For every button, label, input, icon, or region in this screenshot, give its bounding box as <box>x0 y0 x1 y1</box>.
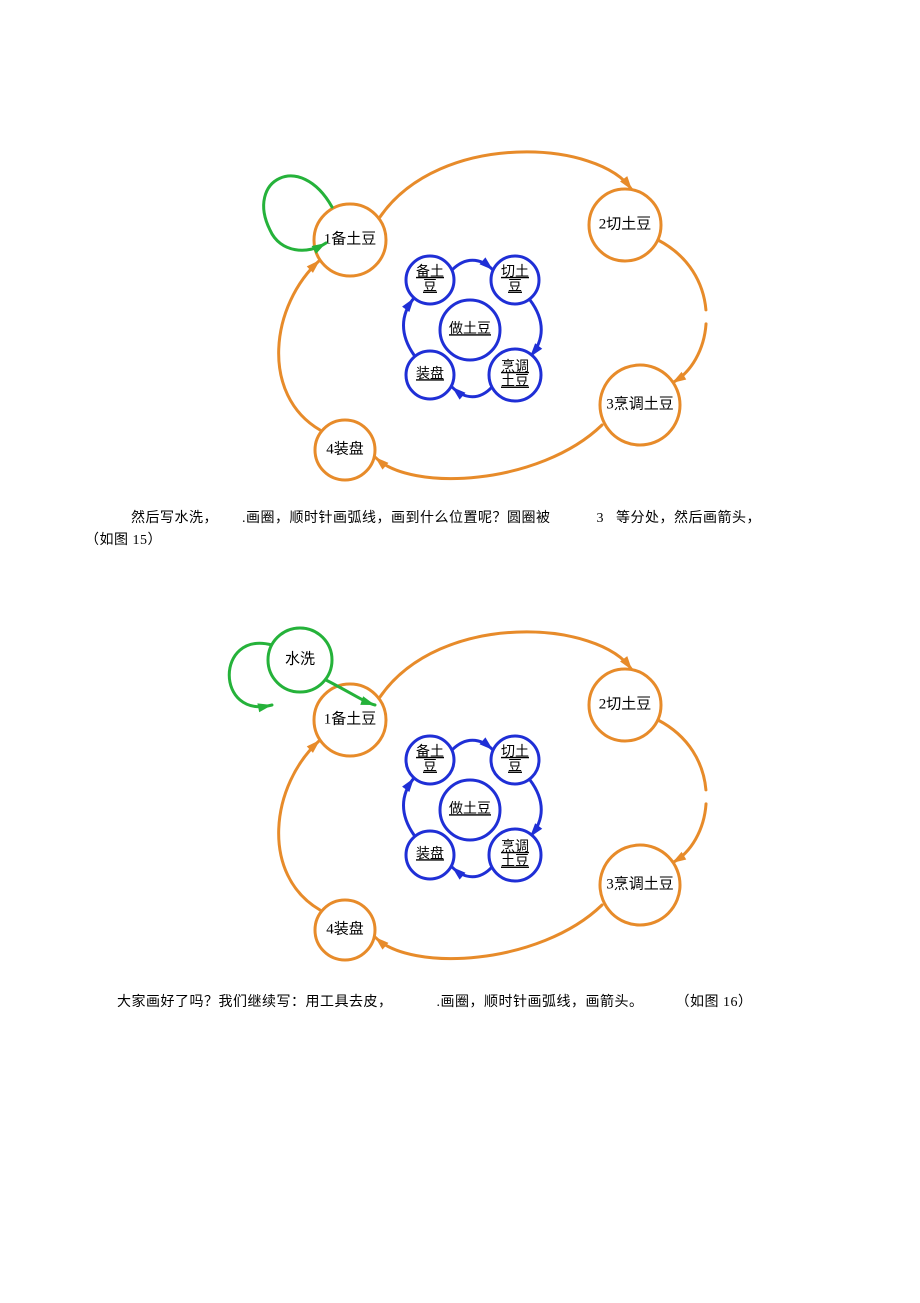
svg-text:切土: 切土 <box>501 744 529 760</box>
p2-text-c: （如图 16） <box>676 995 753 1010</box>
p2-text-b: .画圈，顺时针画弧线，画箭头。 <box>437 995 644 1010</box>
p1-text-d: 等分处，然后画箭头， <box>616 511 761 526</box>
svg-text:烹调: 烹调 <box>501 838 529 855</box>
caption-paragraph-2: 大家画好了吗？我们继续写：用工具去皮， .画圈，顺时针画弧线，画箭头。 （如图 … <box>85 992 855 1014</box>
diagram-figure-16: 1备土豆2切土豆3烹调土豆4装盘做土豆备土豆切土豆烹调土豆装盘水洗 <box>180 575 740 975</box>
svg-text:豆: 豆 <box>508 760 522 775</box>
svg-text:3烹调土豆: 3烹调土豆 <box>606 394 674 412</box>
p2-text-a: 大家画好了吗？我们继续写：用工具去皮， <box>117 995 393 1010</box>
svg-text:土豆: 土豆 <box>501 374 529 390</box>
svg-text:装盘: 装盘 <box>416 365 444 382</box>
diagram-2-svg: 1备土豆2切土豆3烹调土豆4装盘做土豆备土豆切土豆烹调土豆装盘水洗 <box>180 575 740 975</box>
svg-text:豆: 豆 <box>423 760 437 775</box>
svg-text:豆: 豆 <box>423 280 437 295</box>
svg-text:1备土豆: 1备土豆 <box>324 230 377 247</box>
diagram-figure-15: 1备土豆2切土豆3烹调土豆4装盘做土豆备土豆切土豆烹调土豆装盘 <box>180 95 740 495</box>
svg-text:2切土豆: 2切土豆 <box>599 695 652 712</box>
svg-text:备土: 备土 <box>416 743 444 760</box>
svg-text:2切土豆: 2切土豆 <box>599 215 652 232</box>
svg-text:4装盘: 4装盘 <box>326 919 364 937</box>
p1-text-a: 然后写水洗， <box>131 511 218 526</box>
svg-text:装盘: 装盘 <box>416 845 444 862</box>
svg-text:烹调: 烹调 <box>501 358 529 375</box>
svg-text:土豆: 土豆 <box>501 854 529 870</box>
p1-line2: （如图 15） <box>85 533 162 548</box>
svg-text:1备土豆: 1备土豆 <box>324 710 377 727</box>
caption-paragraph-1: 然后写水洗， .画圈，顺时针画弧线，画到什么位置呢？圆圈被 3 等分处，然后画箭… <box>85 508 845 553</box>
diagram-1-svg: 1备土豆2切土豆3烹调土豆4装盘做土豆备土豆切土豆烹调土豆装盘 <box>180 95 740 495</box>
document-page: 1备土豆2切土豆3烹调土豆4装盘做土豆备土豆切土豆烹调土豆装盘 然后写水洗， .… <box>0 0 920 1303</box>
p1-text-c: 3 <box>597 511 605 526</box>
svg-text:切土: 切土 <box>501 264 529 280</box>
svg-text:做土豆: 做土豆 <box>449 801 491 817</box>
svg-text:4装盘: 4装盘 <box>326 439 364 457</box>
svg-text:水洗: 水洗 <box>285 650 315 667</box>
svg-text:3烹调土豆: 3烹调土豆 <box>606 874 674 892</box>
p1-text-b: .画圈，顺时针画弧线，画到什么位置呢？圆圈被 <box>242 511 551 526</box>
svg-text:备土: 备土 <box>416 263 444 280</box>
svg-text:做土豆: 做土豆 <box>449 321 491 337</box>
svg-text:豆: 豆 <box>508 280 522 295</box>
